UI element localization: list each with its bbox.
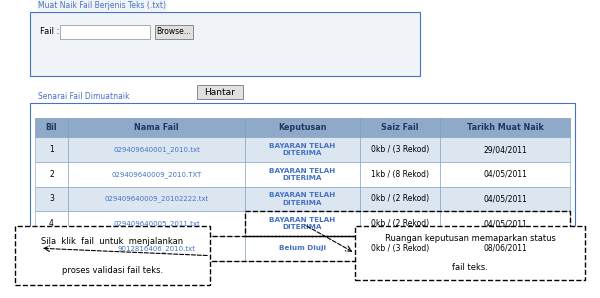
FancyBboxPatch shape (68, 211, 245, 236)
Text: 029409640009_20102222.txt: 029409640009_20102222.txt (104, 195, 209, 202)
Bar (245, 211, 570, 236)
Text: 2: 2 (49, 170, 54, 179)
FancyBboxPatch shape (360, 236, 440, 260)
FancyBboxPatch shape (30, 12, 420, 76)
FancyBboxPatch shape (360, 118, 440, 137)
Text: 0kb / (2 Rekod): 0kb / (2 Rekod) (371, 195, 429, 204)
FancyBboxPatch shape (245, 211, 360, 236)
Text: BAYARAN TELAH
DITERIMA: BAYARAN TELAH DITERIMA (269, 143, 335, 156)
Text: 1kb / (8 Rekod): 1kb / (8 Rekod) (371, 170, 429, 179)
Text: Nama Fail: Nama Fail (134, 123, 179, 132)
FancyBboxPatch shape (35, 118, 68, 137)
Bar (35, 236, 570, 260)
FancyBboxPatch shape (440, 187, 570, 211)
Text: BAYARAN TELAH
DITERIMA: BAYARAN TELAH DITERIMA (269, 192, 335, 206)
Text: 08/06/2011: 08/06/2011 (483, 244, 527, 253)
FancyBboxPatch shape (245, 236, 360, 260)
FancyBboxPatch shape (355, 226, 585, 280)
Text: Muat Naik Fail Berjenis Teks (.txt): Muat Naik Fail Berjenis Teks (.txt) (38, 1, 166, 10)
FancyBboxPatch shape (360, 137, 440, 162)
Text: 9012816406_2010.txt: 9012816406_2010.txt (118, 245, 196, 252)
FancyBboxPatch shape (68, 187, 245, 211)
FancyBboxPatch shape (197, 85, 243, 99)
Text: Bil: Bil (46, 123, 58, 132)
Text: 04/05/2011: 04/05/2011 (483, 170, 527, 179)
Text: BAYARAN TELAH
DITERIMA: BAYARAN TELAH DITERIMA (269, 217, 335, 230)
FancyBboxPatch shape (245, 137, 360, 162)
FancyBboxPatch shape (35, 187, 68, 211)
FancyBboxPatch shape (440, 236, 570, 260)
Text: 029409640001_2010.txt: 029409640001_2010.txt (113, 146, 200, 153)
Text: 29/04/2011: 29/04/2011 (483, 145, 527, 154)
FancyBboxPatch shape (245, 118, 360, 137)
FancyBboxPatch shape (155, 25, 193, 39)
FancyBboxPatch shape (68, 118, 245, 137)
FancyBboxPatch shape (440, 162, 570, 187)
Text: 1: 1 (49, 145, 54, 154)
FancyBboxPatch shape (15, 226, 210, 285)
FancyBboxPatch shape (440, 211, 570, 236)
Text: Browse...: Browse... (157, 27, 191, 36)
Text: Ruangan keputusan memaparkan status

fail teks.: Ruangan keputusan memaparkan status fail… (385, 234, 556, 272)
Text: 029409640009_2010.TXT: 029409640009_2010.TXT (112, 171, 202, 178)
FancyBboxPatch shape (440, 137, 570, 162)
FancyBboxPatch shape (360, 187, 440, 211)
Text: Saiz Fail: Saiz Fail (381, 123, 419, 132)
Text: Keputusan: Keputusan (278, 123, 327, 132)
Text: 04/05/2011: 04/05/2011 (483, 195, 527, 204)
Text: Belum Diuji: Belum Diuji (279, 245, 326, 251)
Text: Tarikh Muat Naik: Tarikh Muat Naik (467, 123, 544, 132)
Text: Sila  klik  fail  untuk  menjalankan

proses validasi fail teks.: Sila klik fail untuk menjalankan proses … (41, 237, 184, 275)
FancyBboxPatch shape (360, 211, 440, 236)
FancyBboxPatch shape (68, 236, 245, 260)
FancyBboxPatch shape (245, 162, 360, 187)
FancyBboxPatch shape (68, 162, 245, 187)
Text: Fail :: Fail : (40, 27, 59, 36)
FancyBboxPatch shape (440, 118, 570, 137)
Text: 0kb / (3 Rekod): 0kb / (3 Rekod) (371, 145, 429, 154)
Text: 4: 4 (49, 219, 54, 228)
FancyBboxPatch shape (35, 211, 68, 236)
FancyBboxPatch shape (60, 25, 150, 39)
Text: 0kb / (2 Rekod): 0kb / (2 Rekod) (371, 219, 429, 228)
Text: Hantar: Hantar (205, 88, 235, 97)
Text: 029409640005_2011.txt: 029409640005_2011.txt (113, 220, 200, 227)
FancyBboxPatch shape (68, 137, 245, 162)
Text: BAYARAN TELAH
DITERIMA: BAYARAN TELAH DITERIMA (269, 167, 335, 181)
Text: 3: 3 (49, 195, 54, 204)
FancyBboxPatch shape (35, 162, 68, 187)
Text: Senarai Fail Dimuatnaik: Senarai Fail Dimuatnaik (38, 92, 130, 101)
FancyBboxPatch shape (245, 187, 360, 211)
Text: 04/05/2011: 04/05/2011 (483, 219, 527, 228)
FancyBboxPatch shape (35, 236, 68, 260)
FancyBboxPatch shape (35, 137, 68, 162)
Text: 0kb / (3 Rekod): 0kb / (3 Rekod) (371, 244, 429, 253)
FancyBboxPatch shape (30, 103, 575, 256)
FancyBboxPatch shape (360, 162, 440, 187)
